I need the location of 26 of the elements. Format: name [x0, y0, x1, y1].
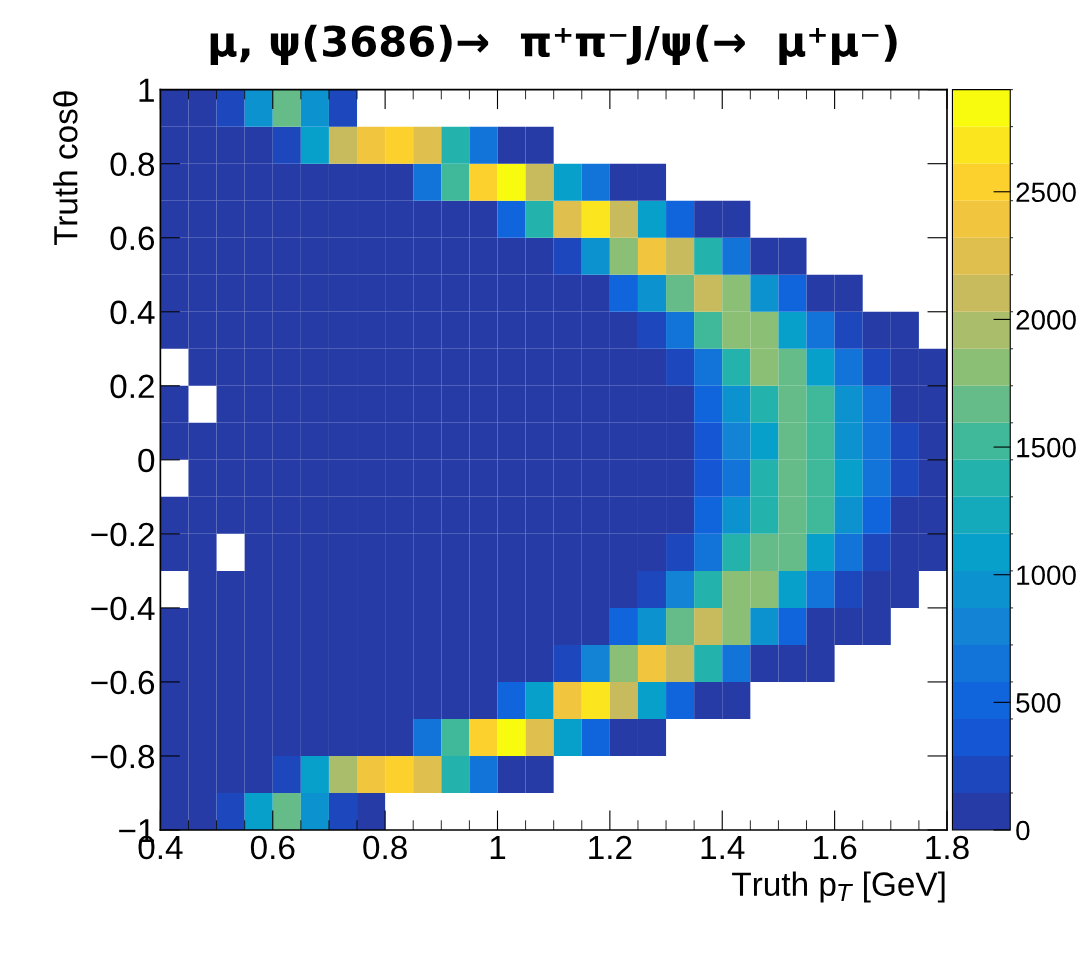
y-axis-title: Truth cosθ [53, 91, 78, 246]
x-tick-label: 1 [490, 836, 506, 860]
x-tick-label: 1.8 [926, 835, 969, 860]
x-tick-label: 0.8 [363, 835, 407, 860]
y-tick-label: −0.4 [91, 596, 155, 621]
chart-title: μ, ψ(3686)→ π⁺π⁻J/ψ(→ μ⁺μ⁻) [210, 24, 897, 66]
color-bar-label: 1500 [1017, 437, 1076, 458]
x-tick-label: 1.4 [701, 836, 745, 860]
y-tick-label: −0.6 [91, 670, 155, 695]
x-tick-label: 1.6 [813, 835, 857, 860]
y-tick-label: 0.4 [110, 300, 155, 325]
color-bar-label: 1000 [1017, 565, 1076, 586]
color-bar-label: 2500 [1016, 182, 1076, 203]
y-tick-label: 0 [138, 448, 155, 473]
x-tick-label: 1.2 [589, 835, 632, 860]
color-bar-label: 2000 [1016, 310, 1076, 330]
color-bar-label: 0 [1016, 820, 1030, 841]
color-bar-label: 500 [1016, 693, 1061, 713]
y-tick-label: −0.2 [91, 522, 154, 547]
y-tick-label: −0.8 [91, 744, 155, 769]
x-tick-label: 0.6 [250, 835, 295, 860]
y-tick-label: 0.2 [110, 374, 154, 399]
y-tick-label: 0.8 [110, 152, 155, 177]
x-axis-title: Truth p$_{T}$ [GeV] [732, 871, 945, 903]
y-tick-label: 1 [139, 78, 154, 102]
y-tick-label: 0.6 [110, 226, 155, 251]
